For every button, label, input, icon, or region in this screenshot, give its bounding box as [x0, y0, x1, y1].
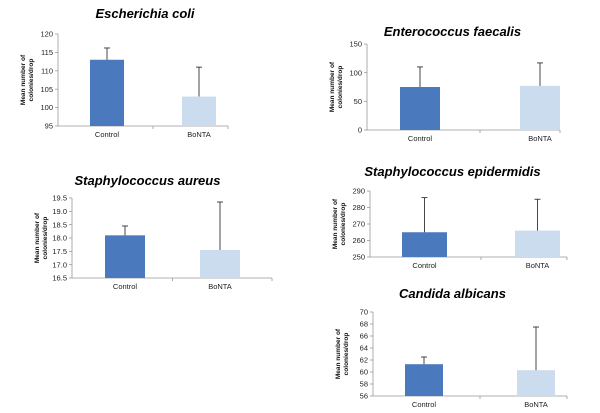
y-tick-label: 150 [349, 40, 362, 49]
y-tick-label: 115 [41, 48, 53, 57]
y-tick-label: 260 [352, 236, 365, 245]
bar-bonta [200, 250, 240, 278]
y-tick-label: 270 [352, 220, 365, 229]
y-axis-label: colonies/drop [337, 66, 344, 109]
chart-plot: 250 260 270 280 290 Mean number of colonies/dr… [332, 187, 568, 270]
chart-candida-albicans: Candida albicans 56 58 60 62 64 66 68 70 Mean nu… [305, 282, 600, 413]
y-axis-label: colonies/drop [28, 59, 35, 102]
chart-escherichia-coli: Escherichia coli 95 100 105 110 115 120 Mean n… [0, 0, 290, 150]
y-tick-label: 120 [40, 30, 53, 39]
y-tick-label: 66 [360, 332, 368, 341]
y-tick-label: 56 [360, 392, 368, 401]
y-tick-label: 18.0 [52, 234, 67, 243]
x-tick-label: BoNTA [187, 130, 211, 139]
x-tick-label: BoNTA [526, 261, 550, 270]
x-tick-label: BoNTA [524, 400, 548, 409]
bar-control [402, 232, 447, 257]
y-tick-label: 58 [360, 380, 368, 389]
chart-staphylococcus-aureus: Staphylococcus aureus 16.5 17.0 17.5 18.0 18… [0, 168, 295, 293]
y-axis-label: colonies/drop [340, 203, 347, 246]
y-tick-label: 17.5 [52, 247, 67, 256]
y-tick-label: 100 [349, 68, 362, 77]
chart-title: Enterococcus faecalis [383, 24, 522, 39]
chart-staphylococcus-epidermidis: Staphylococcus epidermidis 250 260 270 280 2… [305, 160, 600, 285]
y-tick-label: 0 [358, 126, 362, 135]
y-tick-label: 50 [354, 97, 362, 106]
y-tick-label: 16.5 [52, 274, 67, 283]
y-tick-label: 62 [360, 356, 368, 365]
y-axis-label: Mean number of [34, 212, 41, 263]
bar-control [400, 87, 440, 130]
x-tick-label: Control [95, 130, 120, 139]
x-tick-label: Control [408, 134, 433, 143]
y-axis-label: Mean number of [329, 61, 336, 112]
bar-bonta [517, 370, 555, 396]
y-tick-label: 18.5 [52, 220, 67, 229]
chart-title: Escherichia coli [95, 6, 195, 21]
x-tick-label: Control [412, 261, 437, 270]
bar-control [105, 235, 145, 278]
y-tick-label: 64 [360, 344, 368, 353]
y-tick-label: 290 [352, 187, 365, 196]
bar-bonta [515, 230, 560, 257]
y-axis-label: Mean number of [335, 328, 342, 379]
chart-enterococcus-faecalis: Enterococcus faecalis 0 50 100 150 Mean numb… [305, 0, 600, 150]
y-tick-label: 19.0 [52, 207, 67, 216]
bar-bonta [182, 96, 216, 126]
y-tick-label: 250 [352, 253, 365, 262]
chart-title: Staphylococcus aureus [74, 173, 221, 188]
chart-plot: 95 100 105 110 115 120 Mean number of colonies/… [20, 30, 229, 139]
y-tick-label: 17.0 [52, 260, 67, 269]
y-tick-label: 70 [360, 308, 368, 317]
bar-control [90, 59, 124, 127]
chart-plot: 0 50 100 150 Mean number of colonies/drop Cont… [329, 40, 561, 143]
x-tick-label: Control [412, 400, 437, 409]
bar-control [405, 364, 443, 396]
chart-title: Candida albicans [399, 286, 506, 301]
y-tick-label: 100 [40, 103, 53, 112]
x-tick-label: BoNTA [528, 134, 552, 143]
y-tick-label: 105 [40, 85, 53, 94]
chart-plot: 16.5 17.0 17.5 18.0 18.5 19.0 19.5 Mean number … [34, 194, 273, 291]
y-tick-label: 60 [360, 368, 368, 377]
chart-plot: 56 58 60 62 64 66 68 70 Mean number of colonies/d… [335, 308, 568, 409]
x-tick-label: BoNTA [208, 282, 232, 291]
y-axis-label: colonies/drop [343, 333, 350, 376]
y-axis-label: Mean number of [332, 198, 339, 249]
y-axis-label: colonies/drop [42, 217, 49, 260]
y-tick-label: 95 [45, 122, 53, 131]
bar-bonta [520, 85, 560, 130]
x-tick-label: Control [113, 282, 138, 291]
y-tick-label: 110 [41, 66, 53, 75]
y-tick-label: 19.5 [52, 194, 67, 203]
y-tick-label: 68 [360, 320, 368, 329]
chart-title: Staphylococcus epidermidis [364, 164, 541, 179]
y-tick-label: 280 [352, 203, 365, 212]
y-axis-label: Mean number of [20, 54, 27, 105]
